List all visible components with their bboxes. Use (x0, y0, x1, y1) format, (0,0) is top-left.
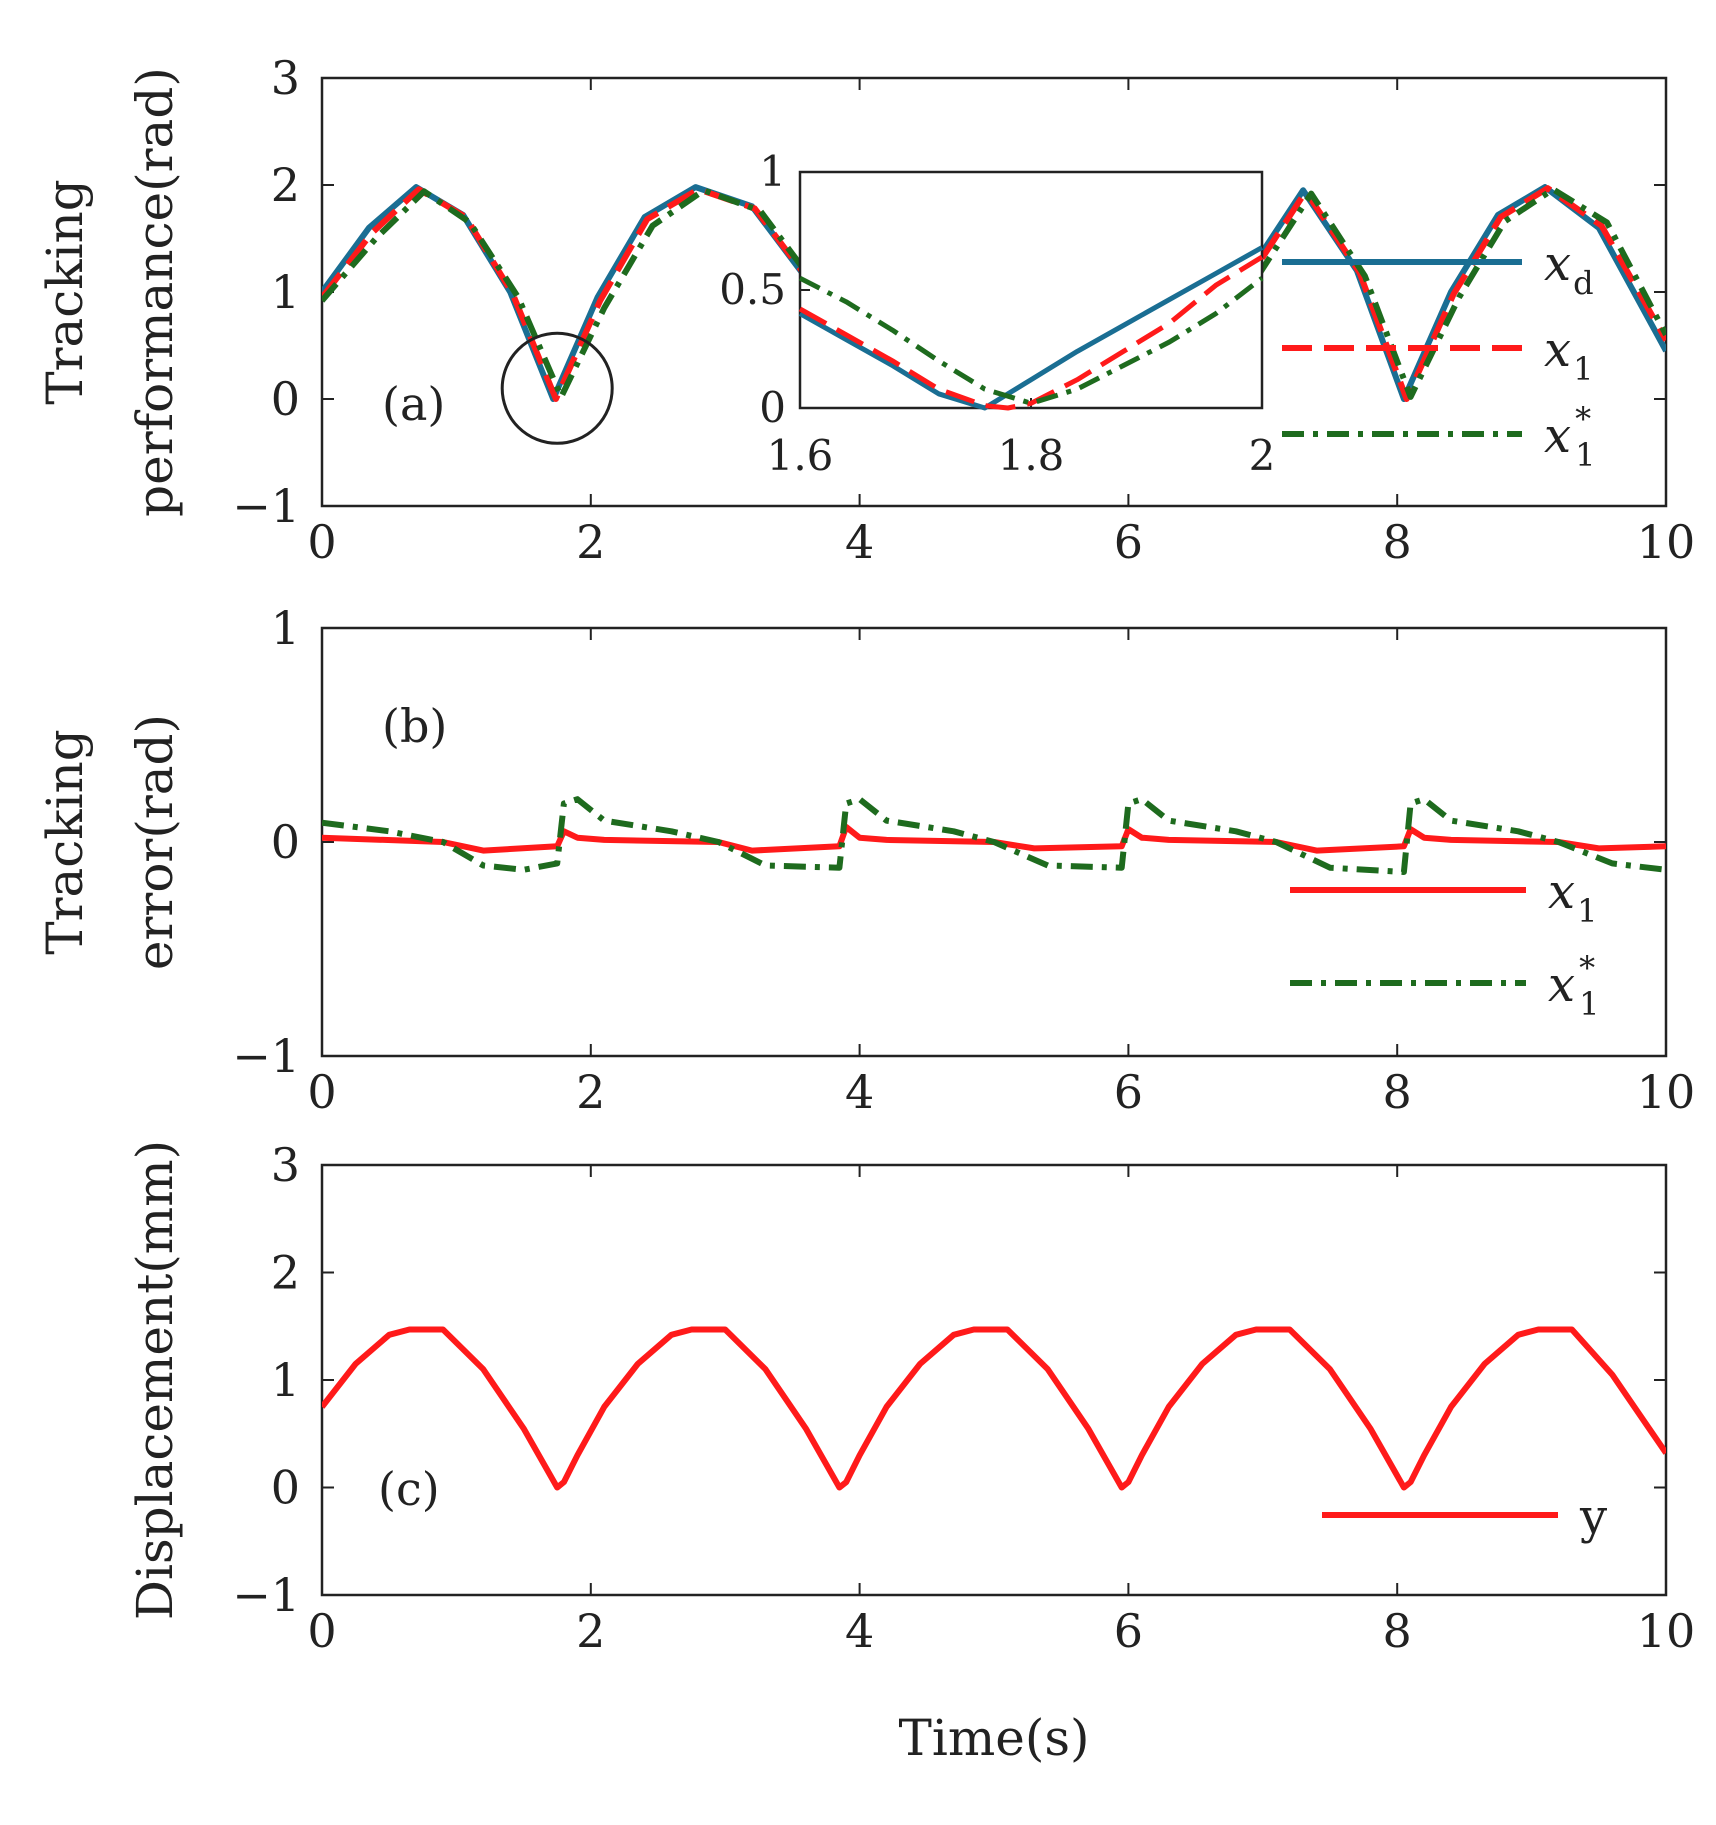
legend-label-sub: 1 (1573, 350, 1593, 388)
y-tick-label: −1 (232, 479, 300, 533)
series-line-x1 (322, 186, 1666, 400)
inset-y-tick-label: 1 (759, 147, 786, 196)
x-tick-label: 6 (1114, 1065, 1143, 1119)
x-tick-label: 4 (845, 1065, 874, 1119)
x-tick-label: 10 (1637, 515, 1696, 569)
y-tick-label: 2 (271, 1246, 300, 1300)
x-tick-label: 6 (1114, 515, 1143, 569)
legend-label-sub: d (1573, 264, 1593, 302)
legend-label-base: y (1579, 1489, 1607, 1545)
y-tick-label: 3 (271, 1138, 300, 1192)
y-tick-label: 2 (271, 158, 300, 212)
series-line-x1 (322, 796, 1666, 875)
legend-label: x1 (1548, 864, 1597, 930)
x-tick-label: 10 (1637, 1065, 1696, 1119)
y-tick-label: −1 (232, 1029, 300, 1083)
x-tick-label: 8 (1383, 1604, 1412, 1658)
x-tick-label: 8 (1383, 515, 1412, 569)
inset-series-line (798, 245, 1264, 411)
inset-box (798, 170, 1264, 410)
y-tick-label: 1 (271, 265, 300, 319)
y-tick-label: 3 (271, 51, 300, 105)
legend-label-sub: 1 (1579, 985, 1599, 1023)
legend-label-base: x (1544, 236, 1571, 292)
x-axis-label: Time(s) (898, 1709, 1089, 1767)
y-axis-label-line1: Tracking (36, 179, 94, 405)
legend-label-base: x (1544, 408, 1571, 464)
y-tick-label: 1 (271, 1353, 300, 1407)
panel-label: (a) (382, 377, 445, 431)
y-axis-label: Displacement(mm) (126, 1140, 184, 1620)
legend-label-sub: 1 (1577, 892, 1597, 930)
x-tick-label: 2 (576, 1604, 605, 1658)
inset-y-tick-label: 0.5 (719, 265, 786, 314)
x-tick-label: 4 (845, 1604, 874, 1658)
panel-label: (c) (378, 1462, 440, 1516)
y-tick-label: 0 (271, 372, 300, 426)
legend-label-base: x (1548, 864, 1575, 920)
inset-series-line (798, 254, 1264, 411)
legend-label: y (1579, 1489, 1607, 1545)
x-tick-label: 0 (307, 515, 336, 569)
inset-x-tick-label: 2 (1249, 431, 1276, 480)
legend-label-base: x (1548, 957, 1575, 1013)
legend-label-base: x (1544, 322, 1571, 378)
y-axis-label-line1: Tracking (36, 729, 94, 955)
x-tick-label: 8 (1383, 1065, 1412, 1119)
x-tick-label: 0 (307, 1065, 336, 1119)
legend-label-sub: 1 (1575, 436, 1595, 474)
series-line-x1 (322, 824, 1666, 854)
inset-x-tick-label: 1.6 (767, 431, 834, 480)
y-tick-label: −1 (232, 1568, 300, 1622)
inset-y-tick-label: 0 (759, 383, 786, 432)
x-tick-label: 10 (1637, 1604, 1696, 1658)
y-tick-label: 1 (271, 601, 300, 655)
inset-x-tick-label: 1.8 (998, 431, 1065, 480)
series-line-y (322, 1326, 1666, 1491)
y-tick-label: 0 (271, 815, 300, 869)
legend-label: x1 (1544, 322, 1593, 388)
legend-label: x * 1 (1548, 949, 1599, 1023)
panel-label: (b) (382, 699, 447, 753)
zoom-circle (500, 331, 614, 445)
legend-label-sup: * (1579, 949, 1595, 987)
legend-label: x * 1 (1544, 400, 1595, 474)
x-tick-label: 0 (307, 1604, 336, 1658)
axes-box (320, 1163, 1668, 1597)
y-tick-label: 0 (271, 1461, 300, 1515)
x-tick-label: 6 (1114, 1604, 1143, 1658)
x-tick-label: 2 (576, 1065, 605, 1119)
x-tick-label: 2 (576, 515, 605, 569)
legend-label-sup: * (1575, 400, 1591, 438)
y-axis-label-line2: performance(rad) (126, 67, 184, 517)
legend-label: xd (1544, 236, 1594, 302)
y-axis-label-line2: error(rad) (126, 714, 184, 970)
x-tick-label: 4 (845, 515, 874, 569)
